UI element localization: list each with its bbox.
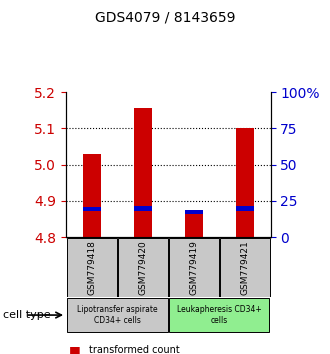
Text: GSM779418: GSM779418 [87, 240, 96, 295]
Text: cell type: cell type [3, 310, 51, 320]
Bar [67, 238, 116, 297]
Bar [134, 206, 152, 211]
Text: ■: ■ [69, 344, 81, 354]
Text: Lipotransfer aspirate
CD34+ cells: Lipotransfer aspirate CD34+ cells [77, 306, 157, 325]
Bar [169, 238, 219, 297]
Bar [82, 154, 101, 237]
Bar [118, 238, 168, 297]
Bar [185, 210, 203, 214]
Text: Leukapheresis CD34+
cells: Leukapheresis CD34+ cells [177, 306, 262, 325]
Text: GSM779420: GSM779420 [138, 240, 147, 295]
Bar [236, 129, 254, 237]
Bar [169, 298, 269, 332]
Bar [134, 108, 152, 237]
Text: GSM779421: GSM779421 [241, 240, 249, 295]
Bar [67, 298, 168, 332]
Text: GDS4079 / 8143659: GDS4079 / 8143659 [95, 11, 235, 25]
Bar [220, 238, 270, 297]
Bar [185, 211, 203, 237]
Bar [82, 207, 101, 211]
Bar [236, 206, 254, 211]
Text: transformed count: transformed count [89, 346, 180, 354]
Text: GSM779419: GSM779419 [189, 240, 198, 295]
